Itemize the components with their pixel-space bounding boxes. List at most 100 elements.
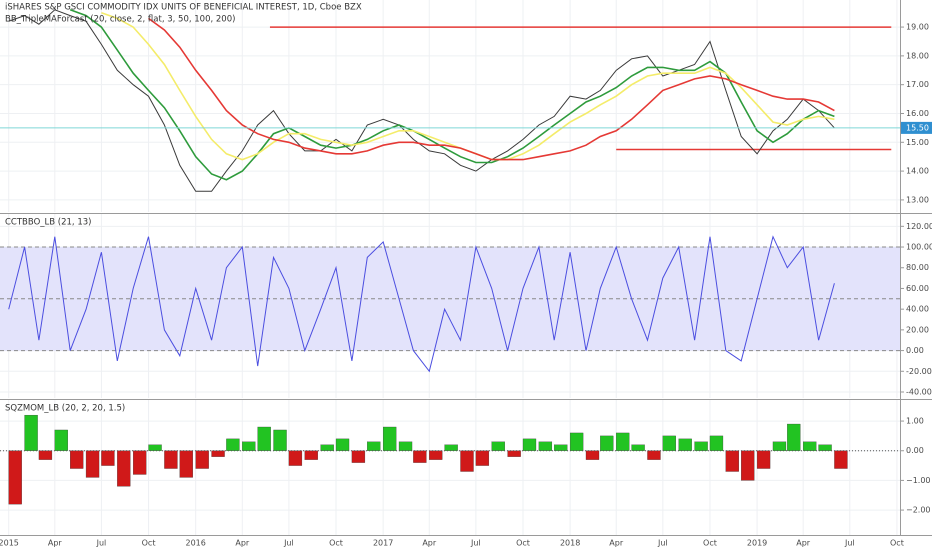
series-line [148, 17, 835, 161]
histogram-bar [725, 450, 739, 472]
x-tick-label: Oct [516, 539, 530, 548]
histogram-bar [351, 450, 366, 463]
histogram-bar [662, 435, 676, 451]
histogram-bar [460, 450, 474, 472]
indicator-title: BB_TripleMAForcast (20, close, 2, flat, … [5, 15, 235, 25]
y-tick-label: -40.00 [906, 387, 932, 396]
y-tick-label: 40.00 [906, 305, 929, 314]
x-tick-label: Apr [609, 539, 624, 548]
grid-layer [0, 0, 900, 535]
y-tick-label: 1.00 [906, 417, 924, 426]
y-tick-label: −1.00 [906, 476, 931, 485]
histogram-bar [475, 450, 490, 466]
histogram-bar [569, 432, 584, 451]
y-tick-label: 14.00 [906, 167, 929, 176]
x-tick-label: Oct [703, 539, 717, 548]
x-tick-label: 2019 [747, 539, 767, 548]
x-tick-label: Apr [796, 539, 811, 548]
y-tick-label: 19.00 [906, 23, 929, 32]
x-tick-label: Jul [657, 539, 668, 548]
y-tick-label: 20.00 [906, 325, 929, 334]
y-tick-label: 0.00 [906, 446, 924, 455]
histogram-bar [117, 450, 131, 487]
histogram-bar [600, 435, 614, 451]
y-tick-label: 60.00 [906, 284, 929, 293]
histogram-bar [24, 414, 38, 451]
histogram-bar [148, 444, 162, 451]
y-tick-label: 120.00 [906, 222, 932, 231]
x-tick-label: Apr [235, 539, 250, 548]
price-label: 15.50 [906, 123, 929, 132]
histogram-bar [834, 450, 848, 469]
histogram-bar [179, 450, 193, 478]
histogram-bar [756, 450, 771, 469]
histogram-bar [85, 450, 100, 478]
chart-title: iSHARES S&P GSCI COMMODITY IDX UNITS OF … [5, 3, 362, 13]
histogram-bar [678, 438, 692, 451]
histogram-bar [257, 426, 271, 451]
histogram-bar [413, 450, 427, 463]
histogram-bar [772, 441, 787, 451]
x-tick-label: Jul [283, 539, 294, 548]
histogram-bar [398, 441, 413, 451]
x-tick-label: 2018 [560, 539, 580, 548]
x-tick-label: Jul [844, 539, 855, 548]
x-tick-label: 2016 [185, 539, 205, 548]
histogram-bar [585, 450, 600, 460]
x-tick-label: Apr [48, 539, 63, 548]
y-tick-label: -20.00 [906, 367, 932, 376]
y-tick-label: 15.00 [906, 138, 929, 147]
histogram-bar [133, 450, 147, 475]
histogram-bar [8, 450, 22, 505]
histogram-bar [38, 450, 53, 460]
indicator-title: CCTBBO_LB (21, 13) [5, 218, 91, 228]
y-tick-label: 0.00 [906, 346, 924, 355]
histogram-bar [164, 450, 178, 469]
price-label-box [901, 121, 932, 134]
x-tick-label: Jul [470, 539, 481, 548]
y-tick-label: 18.00 [906, 51, 929, 60]
y-tick-label: 17.00 [906, 80, 929, 89]
x-tick-label: 2015 [0, 539, 19, 548]
histogram-bar [383, 426, 397, 451]
histogram-bar [288, 450, 303, 466]
histogram-bar [444, 444, 458, 451]
series-line [8, 235, 835, 373]
marks-layer: 2015 Apr Jul Oct 2016 Apr Jul Oct 2017 Apr Jul Oct 2… [0, 9, 932, 548]
histogram-bar [554, 444, 568, 451]
y-tick-label: −2.00 [906, 506, 931, 515]
histogram-bar [195, 450, 209, 469]
x-tick-label: Oct [142, 539, 156, 548]
x-tick-label: 2017 [373, 539, 393, 548]
series-line [69, 9, 835, 181]
histogram-bar [647, 450, 661, 460]
histogram-bar [367, 441, 381, 451]
histogram-bar [538, 441, 553, 451]
histogram-bar [226, 438, 240, 451]
histogram-bar [709, 435, 724, 451]
x-tick-label: Apr [422, 539, 437, 548]
histogram-bar [101, 450, 115, 466]
histogram-bar [429, 450, 443, 460]
histogram-bar [320, 444, 334, 451]
x-tick-label: Jul [96, 539, 107, 548]
histogram-bar [522, 438, 537, 451]
y-tick-label: 13.00 [906, 195, 929, 204]
series-line [8, 9, 835, 192]
histogram-bar [242, 441, 256, 451]
y-tick-label: 100.00 [906, 243, 932, 252]
x-tick-label: Oct [329, 539, 343, 548]
histogram-bar [54, 429, 68, 451]
histogram-bar [304, 450, 318, 460]
x-tick-label: Oct [890, 539, 904, 548]
histogram-bar [211, 450, 225, 457]
histogram-bar [273, 429, 287, 451]
histogram-bar [787, 423, 801, 451]
y-tick-label: 80.00 [906, 263, 929, 272]
histogram-bar [70, 450, 84, 469]
histogram-bar [694, 441, 708, 451]
histogram-bar [803, 441, 817, 451]
histogram-bar [616, 432, 630, 451]
histogram-bar [741, 450, 755, 481]
